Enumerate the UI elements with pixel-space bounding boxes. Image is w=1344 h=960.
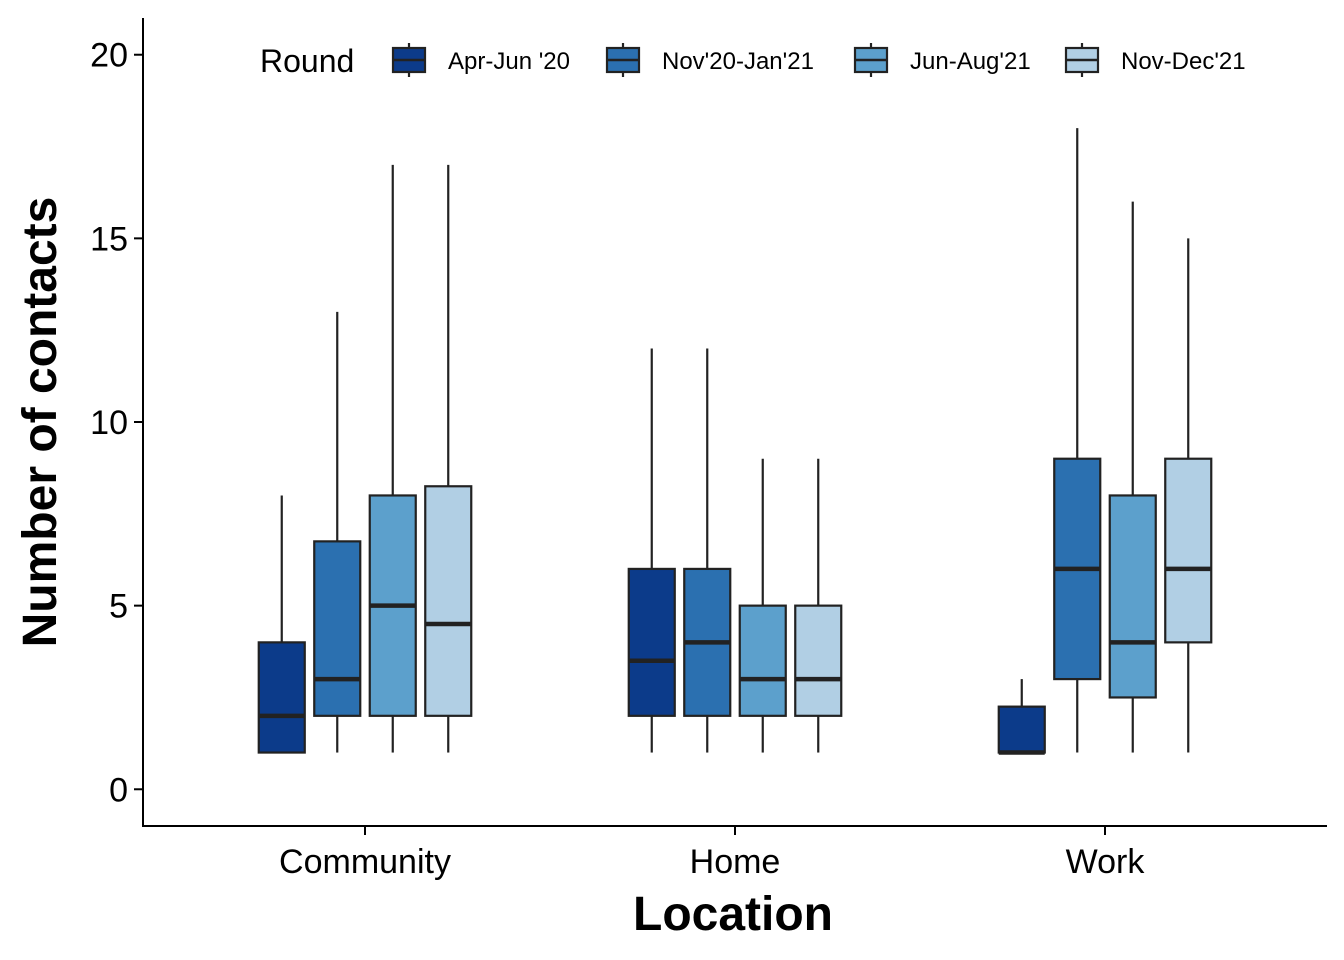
legend-label: Jun-Aug'21	[910, 48, 1031, 75]
legend-label: Apr-Jun '20	[448, 48, 570, 75]
legend-label: Nov'20-Jan'21	[662, 48, 814, 75]
box-iqr	[257, 641, 306, 754]
legend: Round Apr-Jun '20 Nov'20-Jan'21 Jun-Aug'21…	[260, 43, 1246, 79]
box-iqr	[313, 540, 362, 717]
legend-title: Round	[260, 43, 354, 79]
box-1-1	[683, 348, 732, 753]
x-tick-label: Community	[279, 843, 451, 881]
legend-item: Nov-Dec'21	[1064, 43, 1246, 77]
x-tick-label: Work	[1066, 843, 1146, 881]
y-axis-title: Number of contacts	[14, 197, 67, 648]
box-1-3	[794, 458, 843, 753]
box-iqr	[738, 604, 787, 717]
box-iqr	[997, 705, 1046, 754]
box-iqr	[794, 604, 843, 717]
y-tick-label: 20	[90, 37, 128, 75]
legend-label: Nov-Dec'21	[1121, 48, 1246, 75]
box-1-2	[738, 458, 787, 753]
box-iqr	[424, 485, 473, 717]
box-iqr	[1164, 457, 1213, 644]
y-tick-label: 0	[109, 771, 128, 809]
box-2-1	[1053, 128, 1102, 753]
box-0-2	[368, 164, 417, 753]
box-2-0	[997, 679, 1046, 755]
x-tick-label: Home	[690, 843, 781, 881]
box-iqr	[627, 567, 676, 717]
box-iqr	[1108, 494, 1157, 699]
box-2-3	[1164, 238, 1213, 753]
x-axis-title: Location	[633, 888, 833, 941]
box-2-2	[1108, 201, 1157, 753]
box-0-0	[257, 495, 306, 754]
box-1-0	[627, 348, 676, 753]
legend-item: Jun-Aug'21	[853, 43, 1031, 77]
y-tick-label: 5	[109, 588, 128, 626]
box-0-1	[313, 311, 362, 753]
y-tick-label: 15	[90, 220, 128, 258]
box-0-3	[424, 164, 473, 753]
legend-item: Apr-Jun '20	[391, 43, 570, 77]
plot-area	[257, 128, 1213, 755]
legend-item: Nov'20-Jan'21	[605, 43, 814, 77]
y-tick-label: 10	[90, 404, 128, 442]
